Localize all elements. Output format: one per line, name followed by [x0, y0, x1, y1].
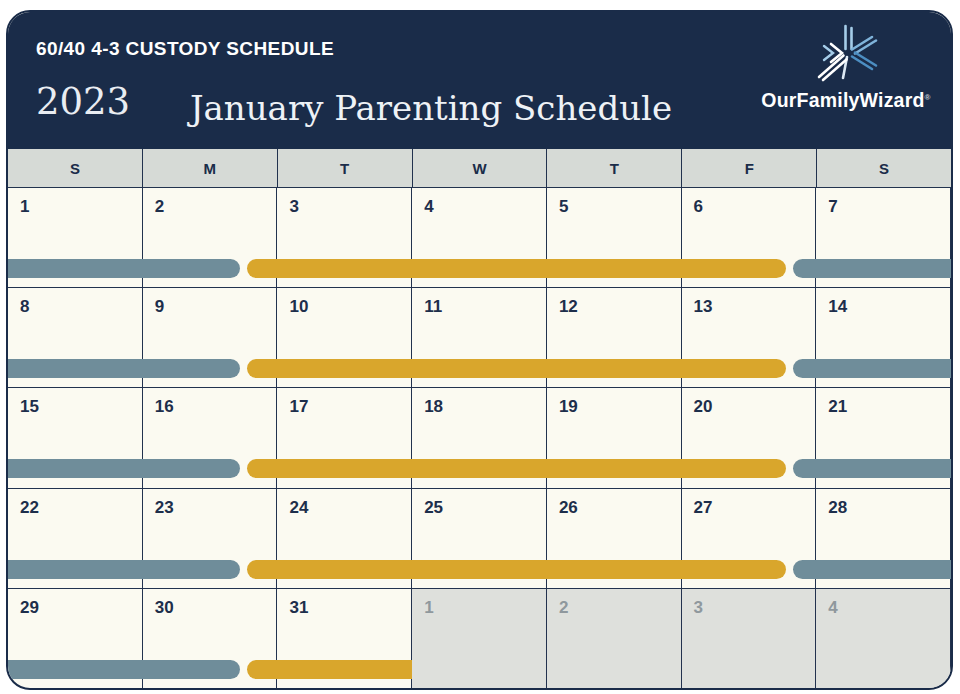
custody-bar-slate: [8, 459, 240, 478]
week-row-4: 22 23 24 25 26 27 28: [8, 488, 951, 588]
custody-bar-slate: [8, 660, 240, 679]
dow-thursday: T: [547, 149, 682, 187]
custody-bar-gold: [247, 660, 413, 679]
custody-bar-slate: [8, 259, 240, 278]
day-cell-next-month: 1: [412, 589, 547, 688]
brand-wordmark: OurFamilyWizard®: [761, 89, 930, 112]
year-label: 2023: [36, 80, 130, 123]
custody-bar-gold: [247, 560, 786, 579]
dow-saturday: S: [817, 149, 951, 187]
custody-bar-slate: [793, 560, 951, 579]
custody-bar-gold: [247, 359, 786, 378]
week-row-1: 1 2 3 4 5 6 7: [8, 188, 951, 287]
week-row-2: 8 9 10 11 12 13 14: [8, 287, 951, 387]
dow-friday: F: [682, 149, 817, 187]
dow-wednesday: W: [413, 149, 548, 187]
calendar-header: 60/40 4-3 CUSTODY SCHEDULE 2023 January …: [8, 12, 951, 149]
snowflake-logo-icon: [809, 22, 889, 88]
day-of-week-header-row: S M T W T F S: [8, 149, 951, 188]
week-row-5: 29 30 31 1 2 3 4: [8, 588, 951, 688]
dow-monday: M: [143, 149, 278, 187]
brand-name: OurFamilyWizard: [761, 89, 924, 111]
custody-bar-slate: [793, 459, 951, 478]
dow-tuesday: T: [278, 149, 413, 187]
custody-bar-slate: [793, 259, 951, 278]
registered-trademark: ®: [925, 93, 931, 102]
dow-sunday: S: [8, 149, 143, 187]
calendar-grid: 1 2 3 4 5 6 7 8 9 10 11 12 13 14 15 16 1…: [8, 188, 951, 688]
custody-bar-slate: [8, 359, 240, 378]
schedule-type-label: 60/40 4-3 CUSTODY SCHEDULE: [36, 38, 334, 60]
day-cell-next-month: 2: [547, 589, 682, 688]
custody-bar-gold: [247, 259, 786, 278]
custody-bar-slate: [793, 359, 951, 378]
ourfamilywizard-logo: OurFamilyWizard®: [755, 22, 937, 112]
page-title: January Parenting Schedule: [158, 88, 704, 128]
custody-bar-slate: [8, 560, 240, 579]
custody-calendar-card: 60/40 4-3 CUSTODY SCHEDULE 2023 January …: [6, 10, 953, 690]
custody-bar-gold: [247, 459, 786, 478]
day-cell-next-month: 3: [682, 589, 817, 688]
week-row-3: 15 16 17 18 19 20 21: [8, 387, 951, 487]
day-cell-next-month: 4: [816, 589, 951, 688]
